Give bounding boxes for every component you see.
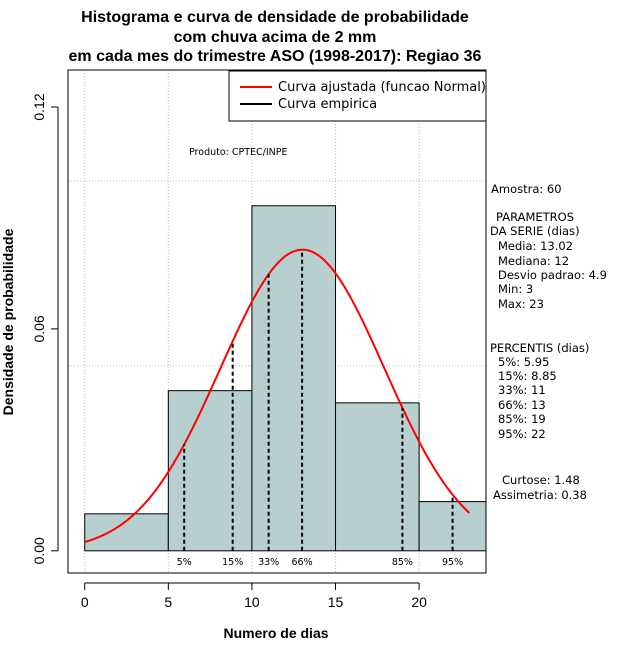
percentile-15: 15%: 8.85 xyxy=(498,369,557,383)
percentile-line-label: 5% xyxy=(177,557,192,568)
histogram-bar xyxy=(84,513,169,552)
parameters-title-line-1: PARAMETROS xyxy=(496,210,574,224)
percentile-line-label: 33% xyxy=(258,557,279,568)
legend-box xyxy=(228,70,487,122)
x-tick-label: 10 xyxy=(244,594,260,610)
x-tick-label: 20 xyxy=(411,594,427,610)
x-tick-label: 5 xyxy=(164,594,172,610)
percentile-5: 5%: 5.95 xyxy=(498,355,549,369)
y-tick-label: 0.00 xyxy=(31,537,47,564)
percentile-66: 66%: 13 xyxy=(498,398,546,412)
param-median: Mediana: 12 xyxy=(498,254,569,268)
grid-lines xyxy=(68,70,486,573)
legend-empirical-label: Curva empirica xyxy=(278,97,377,112)
percentile-lines: 5% 15% 33% 66% 85% 95% xyxy=(177,249,463,568)
kurtosis: Curtose: 1.48 xyxy=(502,473,580,487)
histogram-bar xyxy=(251,205,337,552)
x-tick-label: 0 xyxy=(81,594,89,610)
chart-title-line-2: com chuva acima de 2 mm xyxy=(174,29,377,46)
x-axis-title: Numero de dias xyxy=(223,625,328,641)
x-axis: 0 5 10 15 20 xyxy=(81,582,427,610)
product-note: Produto: CPTEC/INPE xyxy=(189,147,288,158)
parameters-title-line-2: DA SERIE (dias) xyxy=(490,224,580,238)
param-min: Min: 3 xyxy=(498,282,533,296)
param-std-dev: Desvio padrao: 4.9 xyxy=(498,268,607,282)
x-tick-label: 15 xyxy=(328,594,344,610)
plot-frame xyxy=(67,69,487,574)
param-max: Max: 23 xyxy=(498,297,544,311)
y-axis: 0.00 0.06 0.12 xyxy=(31,93,59,564)
percentile-33: 33%: 11 xyxy=(498,383,546,397)
skewness: Assimetria: 0.38 xyxy=(493,488,587,502)
y-axis-title: Densidade de probabilidade xyxy=(0,228,16,415)
chart-title-line-3: em cada mes do trimestre ASO (1998-2017)… xyxy=(69,48,482,65)
percentile-line-label: 85% xyxy=(392,557,413,568)
percentile-line-label: 66% xyxy=(292,557,313,568)
percentiles-title: PERCENTIS (dias) xyxy=(490,341,589,355)
histogram-bar xyxy=(167,390,253,552)
chart-title-line-1: Histograma e curva de densidade de proba… xyxy=(81,9,469,26)
percentile-95: 95%: 22 xyxy=(498,427,546,441)
percentile-line-label: 95% xyxy=(442,557,463,568)
y-tick-label: 0.12 xyxy=(31,93,47,120)
percentile-line-label: 15% xyxy=(222,557,243,568)
legend: Curva ajustada (funcao Normal) Curva emp… xyxy=(228,70,487,122)
statistics-panel: Amostra: 60 PARAMETROS DA SERIE (dias) M… xyxy=(490,182,607,502)
sample-size: Amostra: 60 xyxy=(491,182,562,196)
y-tick-label: 0.06 xyxy=(31,315,47,342)
percentile-85: 85%: 19 xyxy=(498,412,546,426)
legend-fit-label: Curva ajustada (funcao Normal) xyxy=(278,80,486,95)
histogram-bar xyxy=(335,402,420,552)
normal-curve-layer xyxy=(84,248,470,543)
histogram-bars xyxy=(84,205,487,552)
normal-fit-curve xyxy=(84,248,470,543)
param-mean: Media: 13.02 xyxy=(498,239,573,253)
